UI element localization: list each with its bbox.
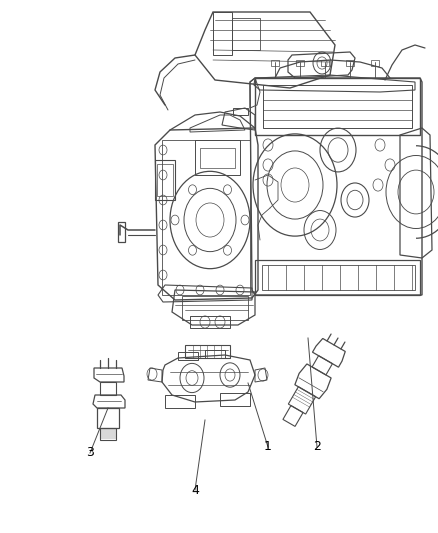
Text: 1: 1 xyxy=(264,440,272,454)
Text: 2: 2 xyxy=(313,440,321,454)
Text: 3: 3 xyxy=(86,447,94,459)
Text: 4: 4 xyxy=(191,483,199,497)
